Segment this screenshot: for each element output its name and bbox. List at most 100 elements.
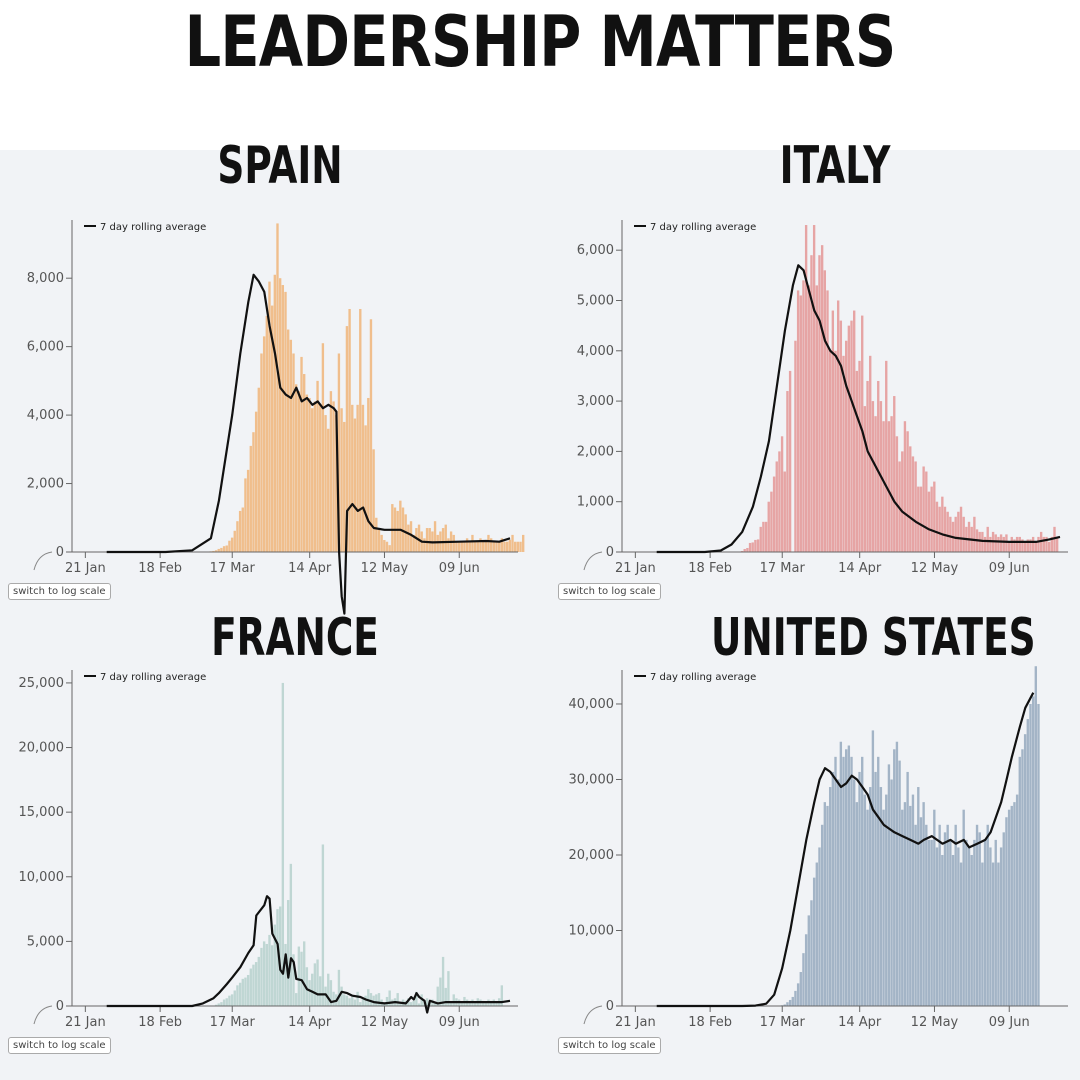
bar: [818, 255, 821, 552]
bar: [484, 1002, 487, 1006]
bar: [452, 534, 455, 552]
x-tick-label: 21 Jan: [65, 561, 106, 576]
bar: [1053, 526, 1056, 552]
bar: [989, 847, 992, 1006]
bar: [300, 356, 303, 552]
bar: [938, 506, 941, 552]
panel-title-france: FRANCE: [211, 608, 379, 668]
bar: [767, 501, 770, 552]
bar: [295, 384, 298, 552]
bar: [871, 730, 875, 1006]
bar: [836, 300, 840, 552]
bar: [791, 996, 794, 1006]
y-tick-label: 0: [606, 545, 614, 560]
bar: [1034, 666, 1037, 1006]
bar: [359, 308, 362, 552]
bar: [927, 839, 931, 1006]
bar: [286, 900, 290, 1006]
bar: [1013, 539, 1016, 552]
bar: [273, 274, 276, 552]
bar: [895, 436, 899, 552]
log-scale-button-france[interactable]: switch to log scale: [8, 1037, 111, 1054]
bar: [919, 817, 923, 1006]
y-tick-label: 30,000: [569, 772, 615, 787]
bar: [479, 538, 482, 552]
bar: [383, 540, 386, 552]
bar: [343, 421, 346, 552]
bar: [278, 278, 282, 552]
bar: [975, 824, 979, 1006]
bar: [217, 1003, 220, 1006]
bar: [828, 787, 832, 1006]
bar: [943, 506, 947, 552]
bar: [241, 507, 244, 552]
bar: [254, 962, 258, 1006]
bar: [909, 446, 912, 552]
bar: [895, 741, 899, 1006]
bar: [746, 547, 749, 552]
bar: [281, 285, 285, 552]
bar: [855, 802, 859, 1006]
bar: [257, 956, 260, 1006]
bar: [500, 538, 504, 552]
bar: [839, 741, 843, 1006]
bar: [305, 967, 309, 1006]
bar: [820, 824, 824, 1006]
bar: [391, 504, 394, 552]
log-scale-button-united-states[interactable]: switch to log scale: [558, 1037, 661, 1054]
bar: [348, 998, 351, 1006]
bar: [292, 353, 295, 552]
log-hint-arrow: [33, 1005, 53, 1025]
bar: [818, 847, 821, 1006]
bar: [460, 541, 463, 552]
title-band: [0, 0, 1080, 150]
x-tick-label: 09 Jun: [439, 561, 480, 576]
bar: [1026, 719, 1029, 1006]
bar: [740, 550, 744, 552]
log-hint-arrow: [33, 551, 53, 571]
bar: [1013, 802, 1016, 1006]
bar: [359, 1002, 362, 1006]
bar: [927, 491, 931, 552]
bar: [796, 983, 800, 1006]
bar: [941, 854, 944, 1006]
bar: [444, 987, 447, 1006]
bar: [861, 756, 864, 1006]
bar: [834, 756, 837, 1006]
bar: [780, 436, 784, 552]
y-tick-label: 20,000: [569, 848, 615, 863]
bar: [1007, 809, 1011, 1006]
legend-label: 7 day rolling average: [650, 672, 756, 683]
bar: [356, 991, 359, 1006]
bar: [348, 308, 351, 552]
bar: [265, 943, 268, 1006]
bar: [246, 469, 250, 552]
bar: [329, 980, 333, 1006]
y-tick-label: 6,000: [27, 340, 64, 355]
bar: [778, 451, 781, 552]
bar: [417, 1003, 421, 1006]
bar: [436, 534, 439, 552]
bar: [858, 360, 861, 552]
bar: [834, 350, 837, 552]
bar: [217, 548, 220, 552]
bar: [433, 1002, 437, 1006]
bar: [415, 528, 418, 552]
bar: [295, 993, 298, 1006]
bar: [313, 963, 317, 1006]
log-scale-button-italy[interactable]: switch to log scale: [558, 583, 661, 600]
x-tick-label: 12 May: [911, 1015, 959, 1030]
bar: [447, 971, 450, 1006]
bar: [439, 977, 442, 1006]
bar: [505, 541, 509, 552]
x-tick-label: 09 Jun: [989, 561, 1030, 576]
bar: [989, 536, 992, 552]
x-tick-label: 21 Jan: [615, 561, 656, 576]
bar: [863, 794, 867, 1006]
bar: [949, 839, 952, 1006]
bar: [997, 536, 1000, 552]
log-scale-button-spain[interactable]: switch to log scale: [8, 583, 111, 600]
bar: [423, 538, 426, 552]
bar: [1023, 734, 1027, 1006]
